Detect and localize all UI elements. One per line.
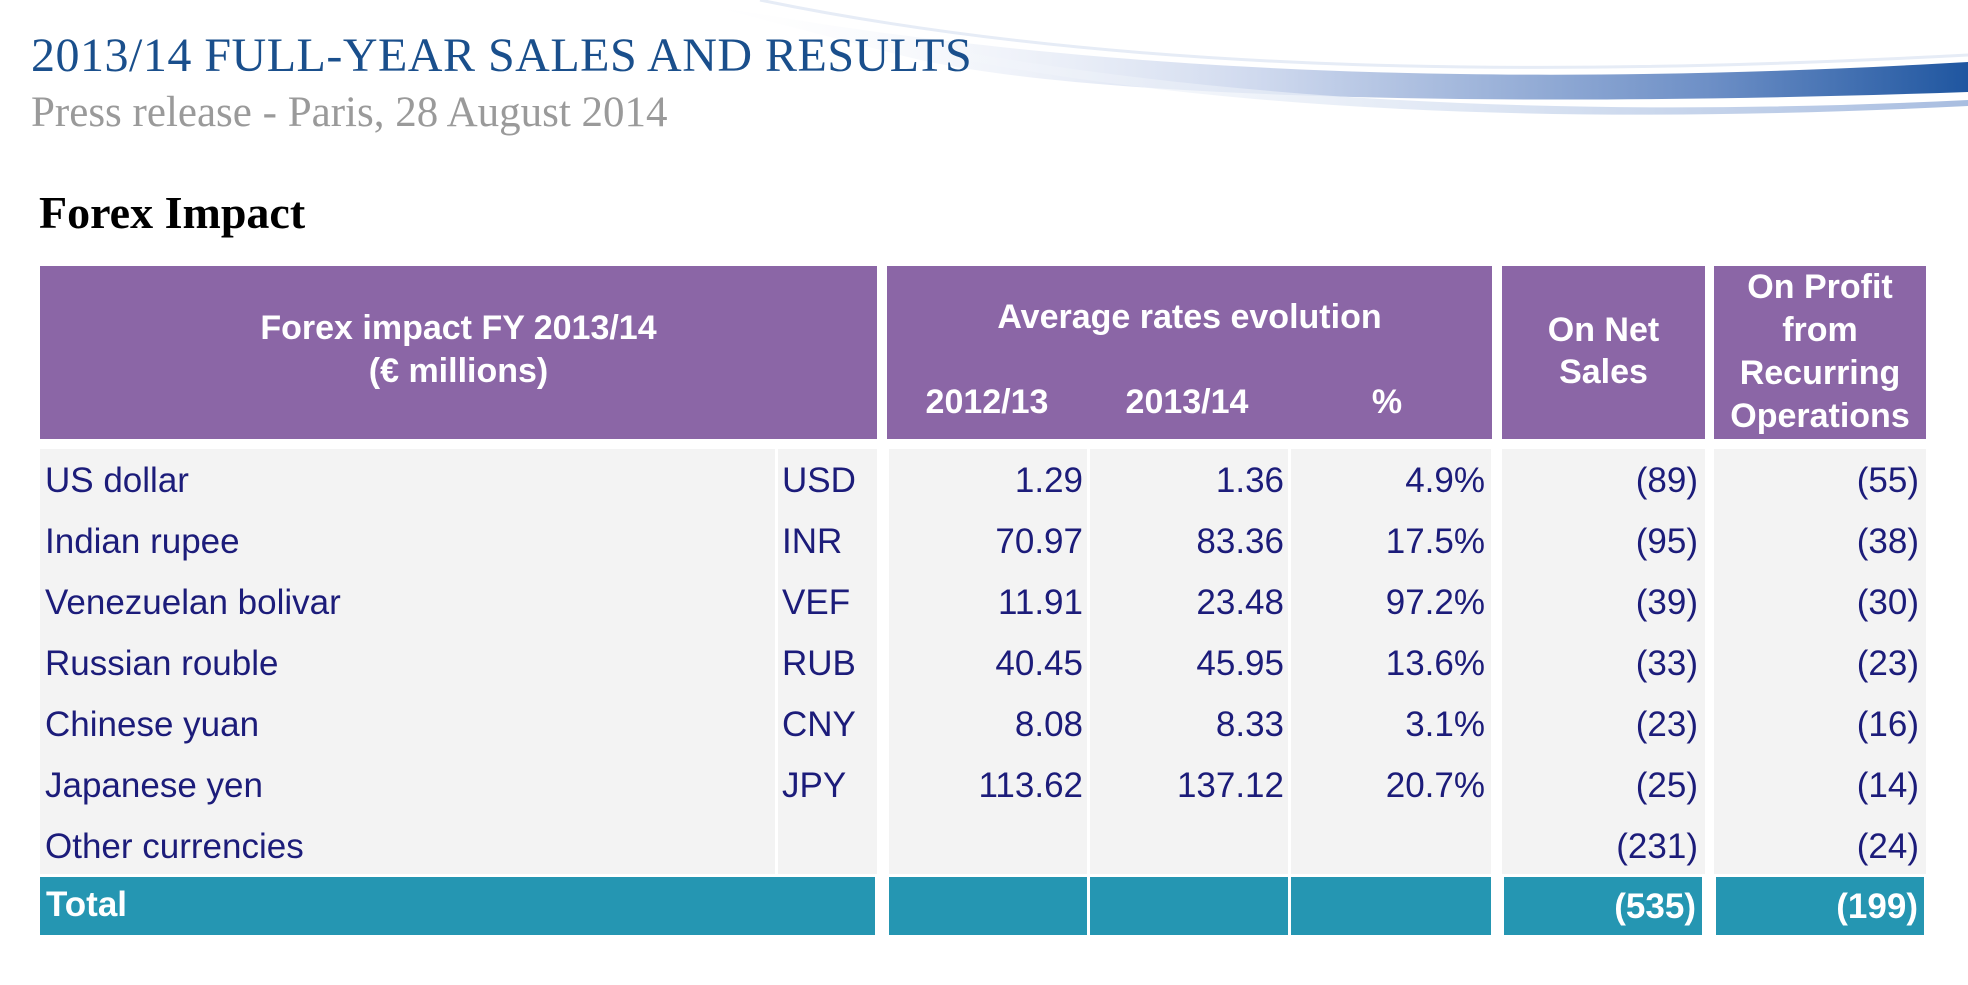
rate-pct: 3.1% bbox=[1405, 705, 1485, 744]
header-swoosh bbox=[680, 0, 1968, 115]
rate-2012-13: 113.62 bbox=[978, 766, 1083, 805]
profit-impact: (30) bbox=[1856, 583, 1919, 622]
rate-2013-14: 23.48 bbox=[1196, 583, 1284, 622]
header-net-sales-line2: Sales bbox=[1559, 353, 1648, 391]
document-title: 2013/14 FULL-YEAR SALES AND RESULTS bbox=[31, 29, 973, 82]
rate-2013-14: 137.12 bbox=[1176, 766, 1284, 805]
total-bg-net-sales bbox=[1504, 877, 1702, 935]
total-bg-profit bbox=[1716, 877, 1924, 935]
header-profit-line2: from bbox=[1782, 311, 1858, 349]
currency-name: Chinese yuan bbox=[45, 705, 260, 744]
currency-name: Russian rouble bbox=[45, 644, 279, 683]
header-profit-line1: On Profit bbox=[1747, 268, 1893, 306]
header-col-pct: % bbox=[1371, 383, 1403, 421]
rate-2012-13: 40.45 bbox=[995, 644, 1083, 683]
body-bg-net-sales bbox=[1502, 449, 1705, 874]
net-sales-impact: (231) bbox=[1616, 827, 1698, 866]
rate-pct: 4.9% bbox=[1405, 461, 1485, 500]
rate-pct: 20.7% bbox=[1385, 766, 1485, 805]
header-profit-cell: On Profit from Recurring Operations bbox=[1714, 266, 1926, 439]
body-bg-prev bbox=[889, 449, 1087, 874]
currency-name: Indian rupee bbox=[45, 522, 240, 561]
currency-name: US dollar bbox=[45, 461, 189, 500]
total-profit: (199) bbox=[1836, 887, 1918, 926]
total-label: Total bbox=[46, 885, 128, 924]
rate-2012-13: 1.29 bbox=[1014, 461, 1083, 500]
currency-code: CNY bbox=[782, 705, 856, 744]
header-rates-cell: Average rates evolution 2012/13 2013/14 … bbox=[887, 266, 1492, 439]
header-label-line2: (€ millions) bbox=[368, 352, 549, 390]
header-rates-group: Average rates evolution bbox=[997, 298, 1382, 336]
body-bg-code bbox=[778, 449, 877, 874]
currency-name: Japanese yen bbox=[45, 766, 263, 805]
rate-pct: 13.6% bbox=[1385, 644, 1485, 683]
document-subtitle: Press release - Paris, 28 August 2014 bbox=[31, 89, 668, 136]
header-profit-line3: Recurring bbox=[1739, 354, 1901, 392]
rate-2013-14: 45.95 bbox=[1196, 644, 1284, 683]
total-bg-curr bbox=[1090, 877, 1288, 935]
body-bg-pct bbox=[1291, 449, 1491, 874]
currency-code: VEF bbox=[782, 583, 851, 622]
currency-code: INR bbox=[782, 522, 843, 561]
rate-2012-13: 70.97 bbox=[995, 522, 1083, 561]
total-net-sales: (535) bbox=[1614, 887, 1696, 926]
header-net-sales-cell: On Net Sales bbox=[1502, 266, 1705, 439]
header-col-prev: 2012/13 bbox=[925, 383, 1049, 421]
body-bg-curr bbox=[1090, 449, 1288, 874]
body-bg-profit bbox=[1714, 449, 1926, 874]
rate-2013-14: 1.36 bbox=[1215, 461, 1284, 500]
net-sales-impact: (95) bbox=[1635, 522, 1698, 561]
currency-code: RUB bbox=[782, 644, 856, 683]
header-profit-line4: Operations bbox=[1730, 397, 1910, 435]
section-title: Forex Impact bbox=[39, 187, 306, 238]
currency-name: Venezuelan bolivar bbox=[45, 583, 341, 622]
total-bg-name bbox=[40, 877, 875, 935]
header-label-cell: Forex impact FY 2013/14 (€ millions) bbox=[40, 266, 877, 439]
total-bg-prev bbox=[889, 877, 1087, 935]
rate-2013-14: 8.33 bbox=[1215, 705, 1284, 744]
net-sales-impact: (89) bbox=[1635, 461, 1698, 500]
profit-impact: (23) bbox=[1856, 644, 1919, 683]
rate-pct: 97.2% bbox=[1385, 583, 1485, 622]
net-sales-impact: (39) bbox=[1635, 583, 1698, 622]
rate-2012-13: 8.08 bbox=[1014, 705, 1083, 744]
currency-code: JPY bbox=[782, 766, 847, 805]
profit-impact: (14) bbox=[1856, 766, 1919, 805]
profit-impact: (24) bbox=[1856, 827, 1919, 866]
currency-name: Other currencies bbox=[45, 827, 304, 866]
net-sales-impact: (25) bbox=[1635, 766, 1698, 805]
header-net-sales-line1: On Net bbox=[1547, 311, 1660, 349]
header-label-line1: Forex impact FY 2013/14 bbox=[260, 309, 657, 347]
body-bg-name bbox=[40, 449, 775, 874]
net-sales-impact: (23) bbox=[1635, 705, 1698, 744]
total-bg-pct bbox=[1291, 877, 1491, 935]
header-col-curr: 2013/14 bbox=[1125, 383, 1249, 421]
currency-code: USD bbox=[782, 461, 856, 500]
profit-impact: (55) bbox=[1856, 461, 1919, 500]
rate-pct: 17.5% bbox=[1385, 522, 1485, 561]
net-sales-impact: (33) bbox=[1635, 644, 1698, 683]
profit-impact: (16) bbox=[1856, 705, 1919, 744]
rate-2012-13: 11.91 bbox=[998, 583, 1083, 622]
profit-impact: (38) bbox=[1856, 522, 1919, 561]
rate-2013-14: 83.36 bbox=[1196, 522, 1284, 561]
